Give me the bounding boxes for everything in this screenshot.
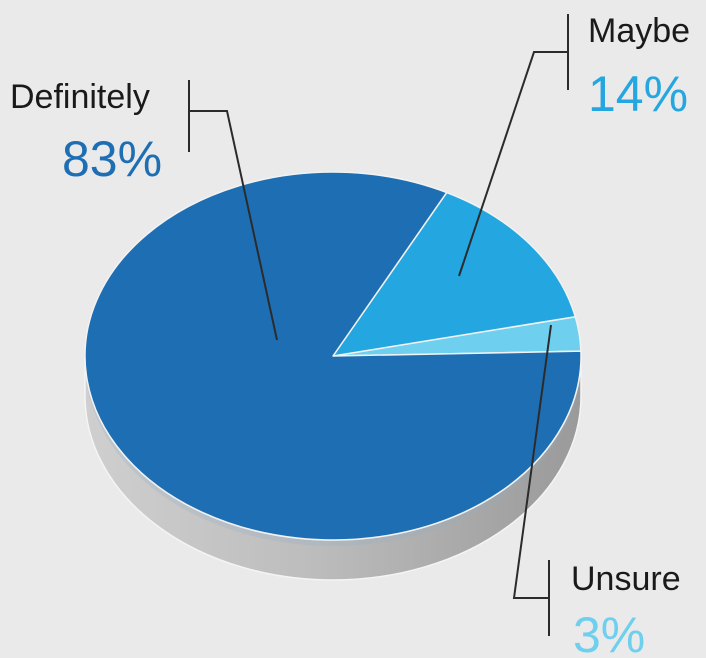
- slice-value-definitely: 83%: [62, 131, 162, 187]
- slice-value-unsure: 3%: [573, 607, 645, 658]
- pie-slice-maybe: [332, 191, 577, 357]
- slice-value-maybe: 14%: [588, 66, 688, 122]
- pie-slice-definitely: [84, 171, 582, 541]
- slice-label-unsure: Unsure: [571, 560, 681, 598]
- slice-label-maybe: Maybe: [588, 12, 690, 50]
- leader-line-unsure: [512, 324, 552, 599]
- leader-line-definitely: [189, 110, 278, 341]
- slice-label-definitely: Definitely: [10, 78, 150, 116]
- leader-line-maybe: [458, 51, 568, 277]
